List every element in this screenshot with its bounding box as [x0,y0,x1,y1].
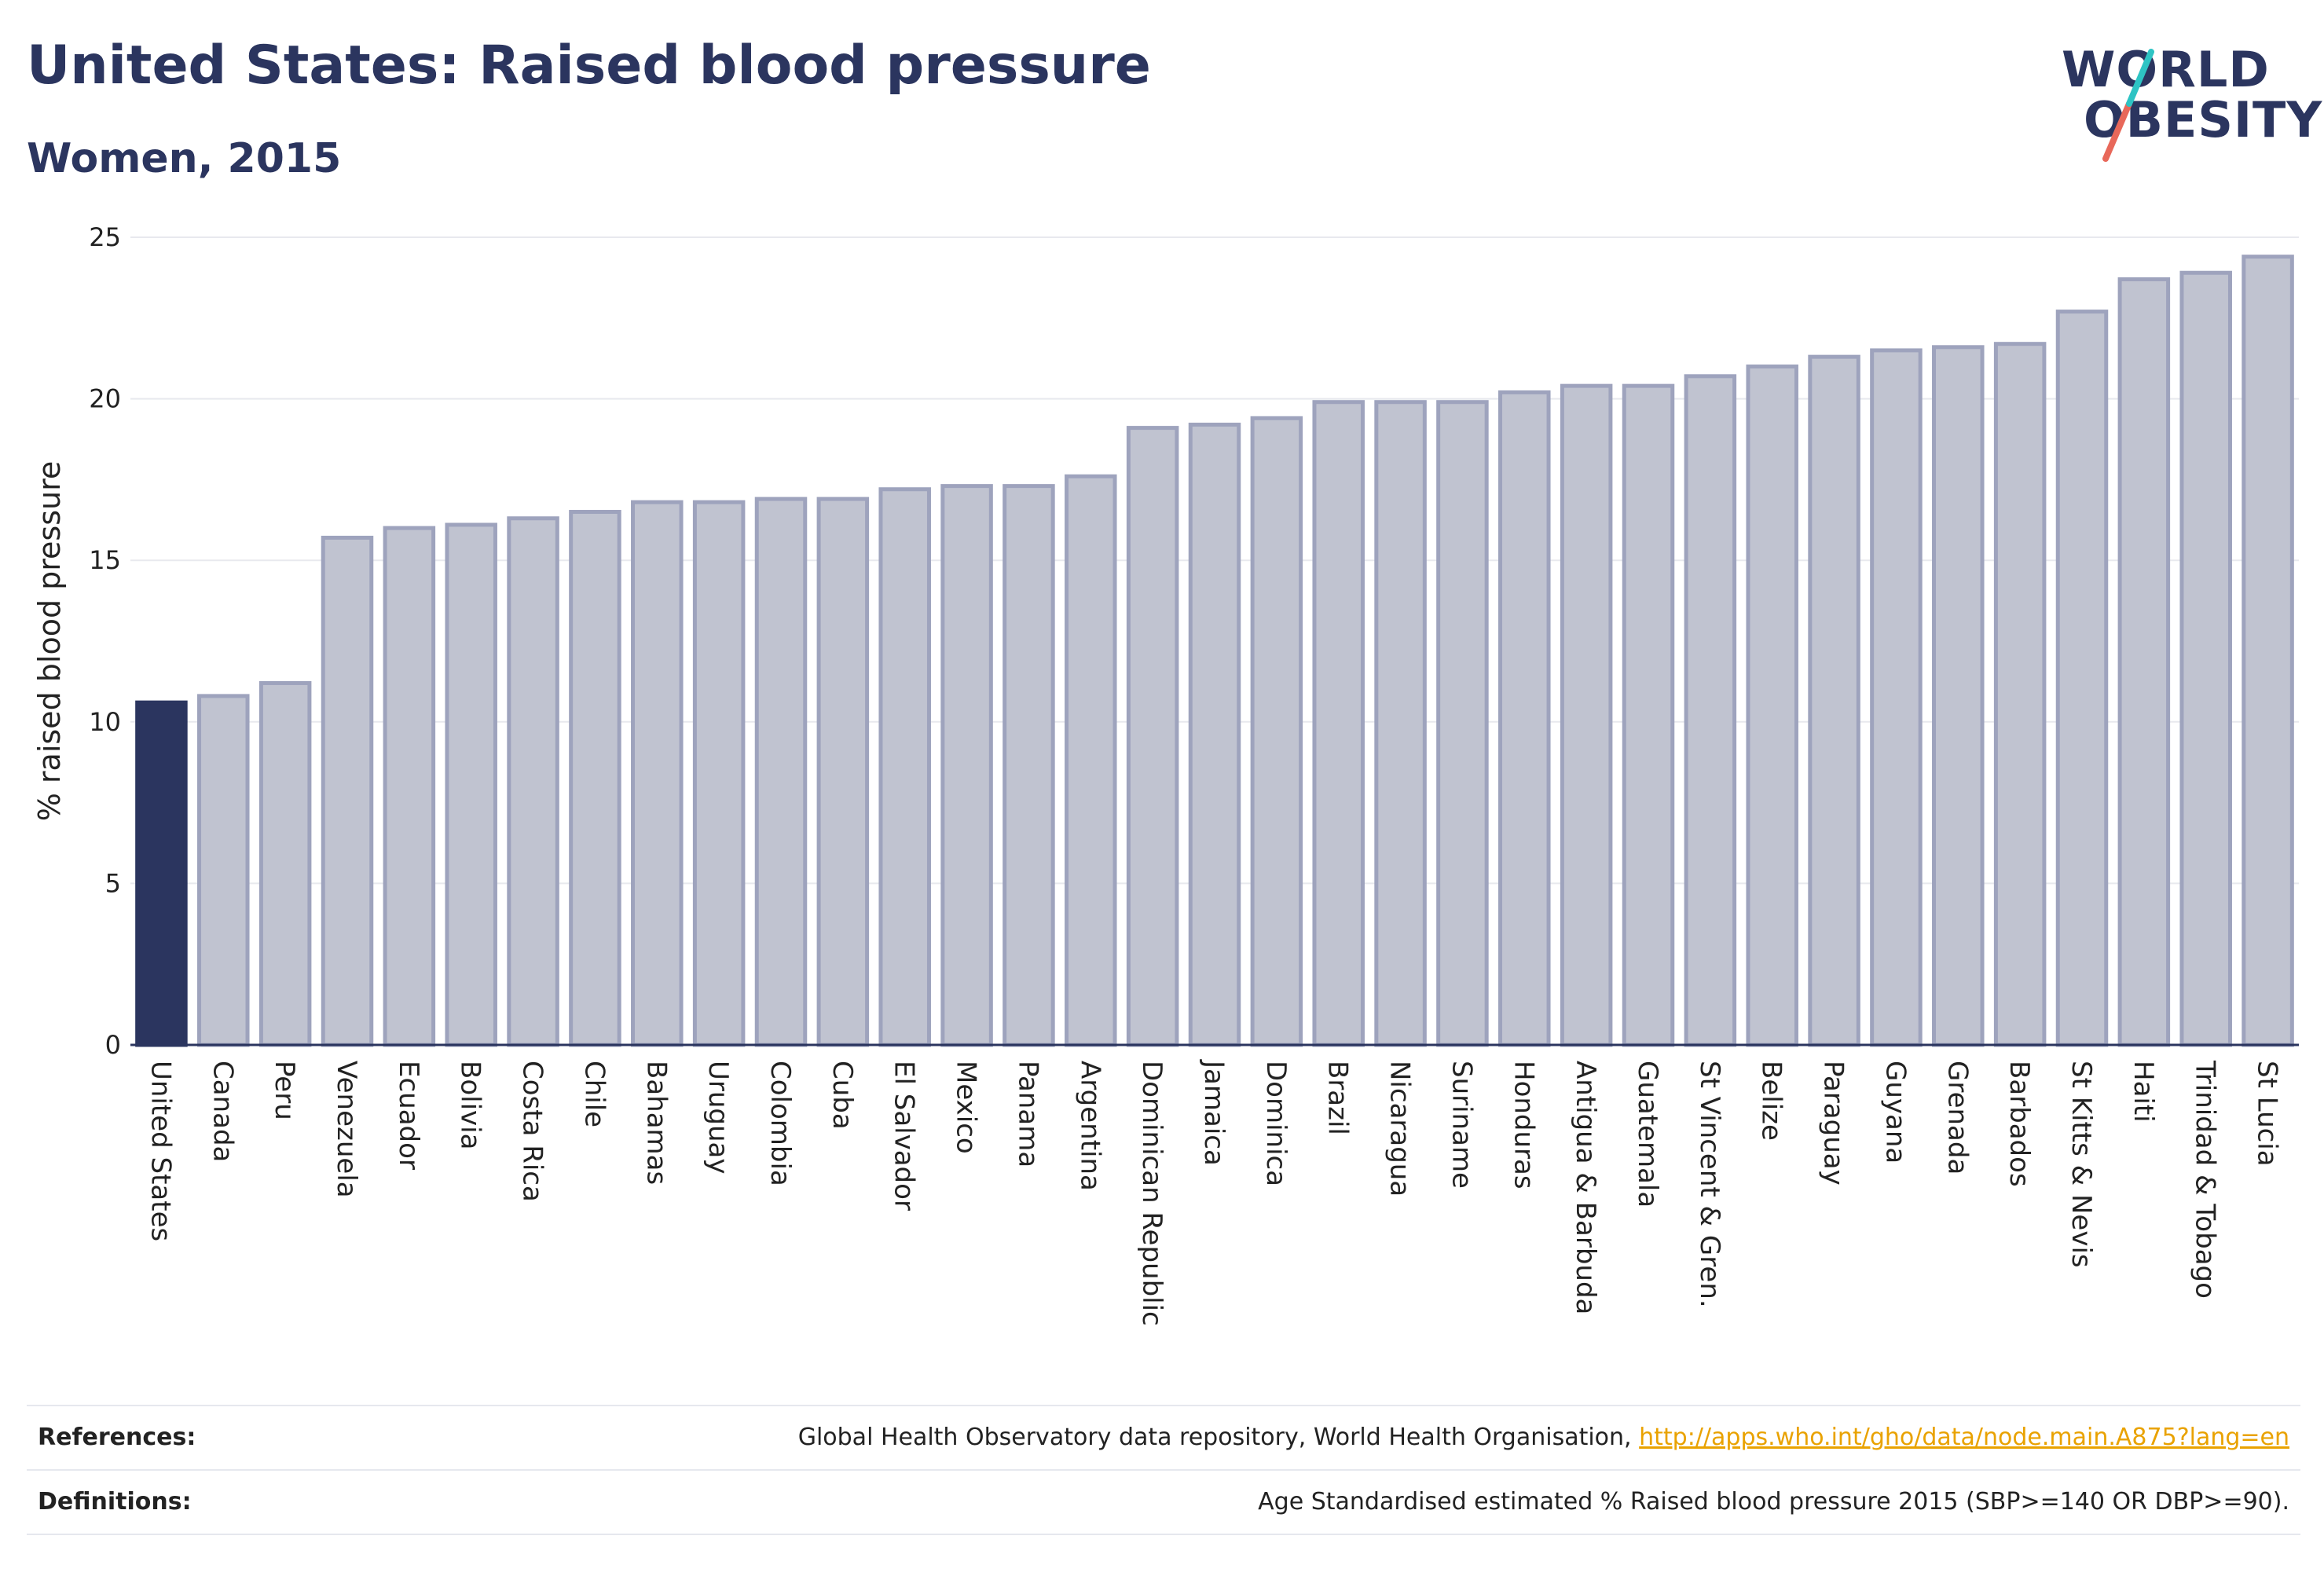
x-tick-label: El Salvador [889,1061,920,1211]
x-tick-label: Barbados [2003,1061,2035,1187]
bar [321,535,374,1047]
bar [1932,345,1985,1047]
bar [1188,422,1241,1047]
x-tick-label: Mexico [951,1061,982,1154]
x-tick-label: Trinidad & Tobago [2190,1060,2221,1299]
definitions-label: Definitions: [38,1488,192,1516]
bar [1993,342,2047,1047]
bar [569,510,621,1047]
x-tick-label: Costa Rica [517,1061,548,1202]
y-tick-label: 25 [89,222,121,252]
bar [258,680,312,1047]
bar [1684,374,1737,1047]
x-tick-label: Ecuador [393,1061,424,1170]
bar [1374,400,1427,1047]
x-tick-label: Brazil [1322,1061,1354,1135]
x-tick-label: Antigua & Barbuda [1570,1061,1601,1314]
bar [1436,400,1489,1047]
x-tick-label: Suriname [1446,1061,1477,1189]
world-obesity-logo: WORLD OBESITY [2051,41,2322,167]
x-tick-label: St Lucia [2252,1061,2283,1167]
references-label: References: [38,1424,196,1451]
x-tick-label: Venezuela [331,1061,362,1198]
bar [1312,400,1365,1047]
x-tick-label: Guatemala [1632,1061,1663,1208]
chart-title: United States: Raised blood pressure [27,35,1151,97]
x-tick-label: St Kitts & Nevis [2066,1061,2097,1268]
x-tick-label: Canada [207,1061,238,1162]
y-axis-label: % raised blood pressure [32,461,67,822]
x-tick-label: Honduras [1508,1061,1539,1189]
bar [816,497,870,1047]
x-tick-label: Paraguay [1818,1061,1849,1186]
bar [383,526,436,1047]
references-text: Global Health Observatory data repositor… [797,1424,1632,1451]
y-tick-label: 10 [89,707,121,737]
x-tick-label: Uruguay [702,1061,734,1175]
x-tick-label: Grenada [1941,1061,1973,1175]
x-tick-label: Colombia [764,1061,796,1186]
x-tick-label: Bahamas [640,1061,672,1185]
x-tick-label: Chile [578,1061,610,1127]
bar [1746,364,1798,1047]
chart-subtitle: Women, 2015 [27,135,342,182]
x-tick-label: Cuba [827,1061,858,1130]
bar [445,522,497,1047]
x-tick-label: Haiti [2128,1061,2159,1123]
y-tick-label: 20 [89,384,121,414]
x-tick-label: Dominica [1260,1061,1292,1186]
definitions-text: Age Standardised estimated % Raised bloo… [1258,1488,2289,1516]
x-tick-label: Dominican Republic [1136,1061,1167,1326]
bar [631,500,684,1047]
bar [692,500,746,1047]
bar [1870,348,1923,1047]
logo-slash-icon [2102,49,2154,162]
x-tick-label: Guyana [1879,1061,1911,1164]
y-tick-label: 0 [105,1030,121,1060]
footer-divider-bottom [27,1534,2300,1535]
references-link[interactable]: http://apps.who.int/gho/data/node.main.A… [1639,1424,2289,1451]
bar [2055,310,2109,1047]
bar [1622,383,1675,1047]
bar [1250,416,1303,1047]
x-tick-label: Argentina [1074,1061,1105,1191]
x-tick-label: Peru [269,1061,300,1120]
bar-chart: 0 5 10 15 20 25 % raised blood pressure United … [32,222,2299,1326]
x-tick-label: Bolivia [455,1061,486,1149]
x-tick-label: Jamaica [1198,1059,1230,1166]
bar [507,516,559,1047]
logo-line-1: WORLD [2062,41,2270,98]
footer-divider-middle [27,1469,2300,1471]
bar [1808,354,1860,1047]
bar [1498,390,1551,1047]
x-tick-label: Belize [1756,1061,1787,1141]
bar [2242,255,2294,1047]
bar [1560,383,1613,1047]
bar [1126,426,1179,1047]
x-tick-label: Nicaragua [1384,1061,1416,1197]
x-tick-label: Panama [1012,1061,1043,1167]
x-tick-label: United States [145,1061,176,1241]
bar [1003,484,1055,1047]
bar [1065,474,1117,1047]
footer-divider-top [27,1405,2300,1406]
bar [754,497,808,1047]
y-tick-label: 5 [105,868,121,898]
bar [135,700,188,1047]
bar [878,487,931,1047]
bar [197,694,250,1047]
bar [940,484,993,1047]
bar [2179,270,2232,1047]
y-tick-label: 15 [89,545,121,575]
bar [2117,277,2171,1047]
references-value: Global Health Observatory data repositor… [798,1424,2289,1451]
x-tick-label: St Vincent & Gren. [1694,1061,1725,1308]
